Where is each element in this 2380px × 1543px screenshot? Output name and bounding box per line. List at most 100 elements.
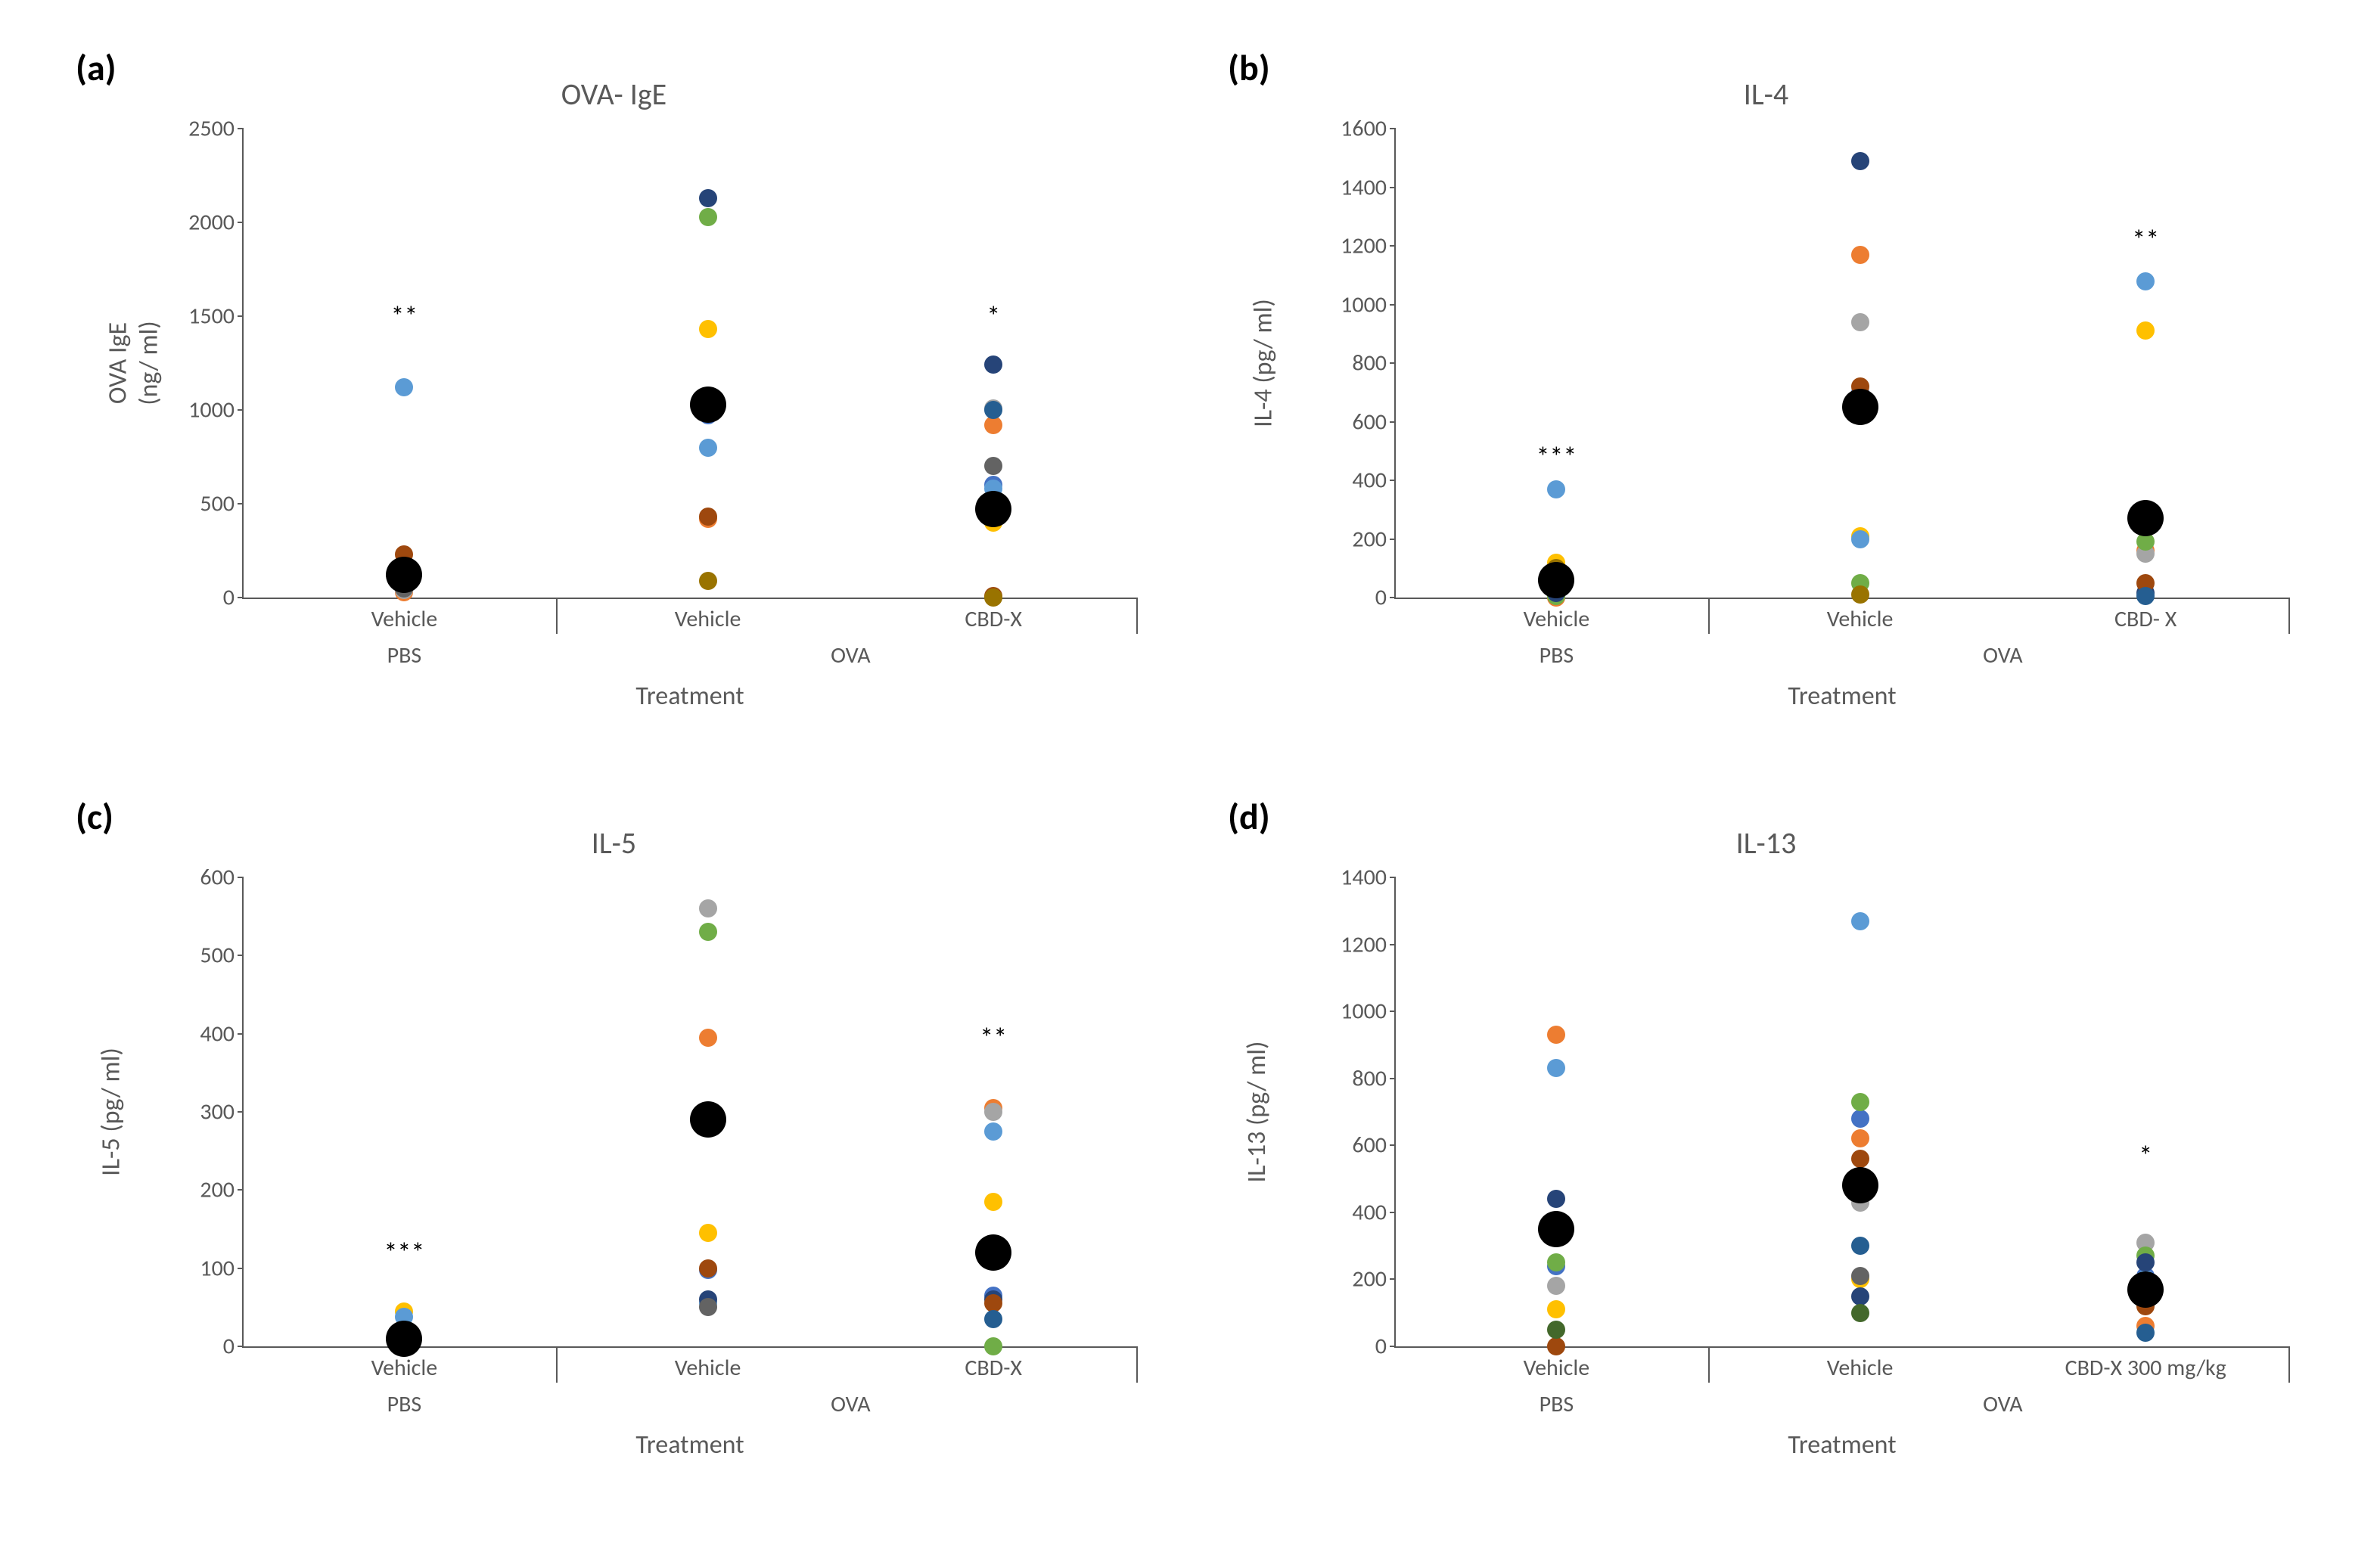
group-separator: [556, 1346, 558, 1383]
data-point: [699, 208, 717, 226]
panel-b: (b)IL-402004006008001000120014001600IL-4…: [1198, 30, 2335, 764]
data-point: [1851, 1287, 1869, 1305]
significance-label: *: [2139, 1139, 2152, 1172]
ytick-mark: [1390, 187, 1396, 188]
data-point: [1547, 1253, 1565, 1271]
xaxis-title: Treatment: [635, 1346, 744, 1461]
xgroup-label: OVA: [1983, 1346, 2022, 1418]
data-point: [699, 439, 717, 457]
yaxis-title: IL-13 (pg/ ml): [1241, 1042, 1272, 1183]
mean-point: [1538, 562, 1574, 598]
ytick-mark: [238, 1189, 244, 1191]
data-point: [699, 1298, 717, 1316]
ytick-mark: [1390, 1144, 1396, 1146]
ytick-label: 1200: [1341, 930, 1396, 958]
ytick-label: 1400: [1341, 864, 1396, 892]
ytick-mark: [1390, 1212, 1396, 1213]
data-point: [1851, 1129, 1869, 1147]
xgroup-label: PBS: [1540, 1346, 1574, 1418]
data-point: [699, 923, 717, 941]
data-point: [2136, 587, 2155, 605]
data-point: [984, 1103, 1002, 1121]
mean-point: [690, 1101, 726, 1138]
xgroup-label: PBS: [387, 598, 422, 669]
data-point: [984, 401, 1002, 419]
ytick-mark: [1390, 1278, 1396, 1280]
xgroup-label: OVA: [1983, 598, 2022, 669]
ytick-mark: [1390, 877, 1396, 878]
xgroup-label: OVA: [831, 598, 870, 669]
data-point: [699, 1029, 717, 1047]
ytick-mark: [1390, 304, 1396, 306]
chart-title: IL-5: [45, 824, 1182, 862]
xgroup-label: OVA: [831, 1346, 870, 1418]
chart-title: IL-4: [1198, 76, 2335, 113]
ytick-mark: [238, 315, 244, 317]
group-end-tick: [2288, 1346, 2290, 1383]
ytick-mark: [238, 877, 244, 878]
plot-area: 0100200300400500600IL-5 (pg/ ml)VehicleP…: [242, 877, 1136, 1348]
mean-point: [2127, 1271, 2164, 1308]
yaxis-title: IL-5 (pg/ ml): [96, 1048, 127, 1176]
ytick-mark: [238, 503, 244, 505]
xtick-label: CBD-X 300 mg/kg: [2065, 1346, 2226, 1382]
data-point: [1547, 1190, 1565, 1208]
plot-area: 0200400600800100012001400IL-13 (pg/ ml)V…: [1394, 877, 2288, 1348]
ytick-mark: [238, 1268, 244, 1269]
data-point: [2136, 1253, 2155, 1271]
data-point: [984, 1310, 1002, 1328]
ytick-mark: [238, 409, 244, 411]
ytick-mark: [238, 222, 244, 223]
group-end-tick: [1136, 1346, 1138, 1383]
ytick-label: 1600: [1341, 115, 1396, 143]
data-point: [984, 1122, 1002, 1141]
ytick-mark: [1390, 1011, 1396, 1012]
significance-label: **: [980, 1021, 1007, 1054]
data-point: [1547, 480, 1565, 498]
data-point: [1851, 246, 1869, 264]
data-point: [1851, 1267, 1869, 1285]
data-point: [1851, 1304, 1869, 1322]
group-separator: [1708, 598, 1710, 634]
data-point: [1547, 1300, 1565, 1318]
mean-point: [2127, 500, 2164, 536]
ytick-mark: [1390, 362, 1396, 364]
ytick-mark: [1390, 539, 1396, 540]
mean-point: [1842, 389, 1878, 425]
data-point: [1851, 1237, 1869, 1255]
xgroup-label: PBS: [387, 1346, 422, 1418]
panel-d: (d)IL-130200400600800100012001400IL-13 (…: [1198, 779, 2335, 1513]
ytick-mark: [238, 1346, 244, 1347]
mean-point: [975, 491, 1011, 527]
significance-label: ***: [384, 1236, 424, 1269]
significance-label: **: [2132, 223, 2159, 256]
group-end-tick: [2288, 598, 2290, 634]
data-point: [1851, 1150, 1869, 1168]
significance-label: ***: [1536, 440, 1577, 473]
mean-point: [975, 1234, 1011, 1271]
ytick-mark: [1390, 245, 1396, 247]
ytick-mark: [1390, 597, 1396, 598]
ytick-label: 1200: [1341, 232, 1396, 260]
data-point: [1547, 1321, 1565, 1339]
data-point: [1851, 585, 1869, 604]
figure-grid: (a)OVA- IgE05001000150020002500OVA IgE(n…: [0, 0, 2380, 1543]
data-point: [1547, 1059, 1565, 1077]
data-point: [1851, 152, 1869, 170]
data-point: [1547, 1026, 1565, 1044]
ytick-mark: [238, 1111, 244, 1113]
data-point: [1851, 313, 1869, 331]
plot-area: 05001000150020002500OVA IgE(ng/ ml)Vehic…: [242, 129, 1136, 599]
data-point: [984, 457, 1002, 475]
data-point: [984, 1193, 1002, 1211]
data-point: [984, 355, 1002, 374]
ytick-mark: [238, 597, 244, 598]
ytick-label: 1000: [1341, 998, 1396, 1026]
ytick-mark: [1390, 1078, 1396, 1079]
significance-label: *: [986, 300, 1000, 333]
panel-c: (c)IL-50100200300400500600IL-5 (pg/ ml)V…: [45, 779, 1182, 1513]
yaxis-title: OVA IgE(ng/ ml): [102, 321, 164, 405]
ytick-label: 1500: [188, 303, 244, 331]
xaxis-title: Treatment: [635, 598, 744, 712]
group-end-tick: [1136, 598, 1138, 634]
